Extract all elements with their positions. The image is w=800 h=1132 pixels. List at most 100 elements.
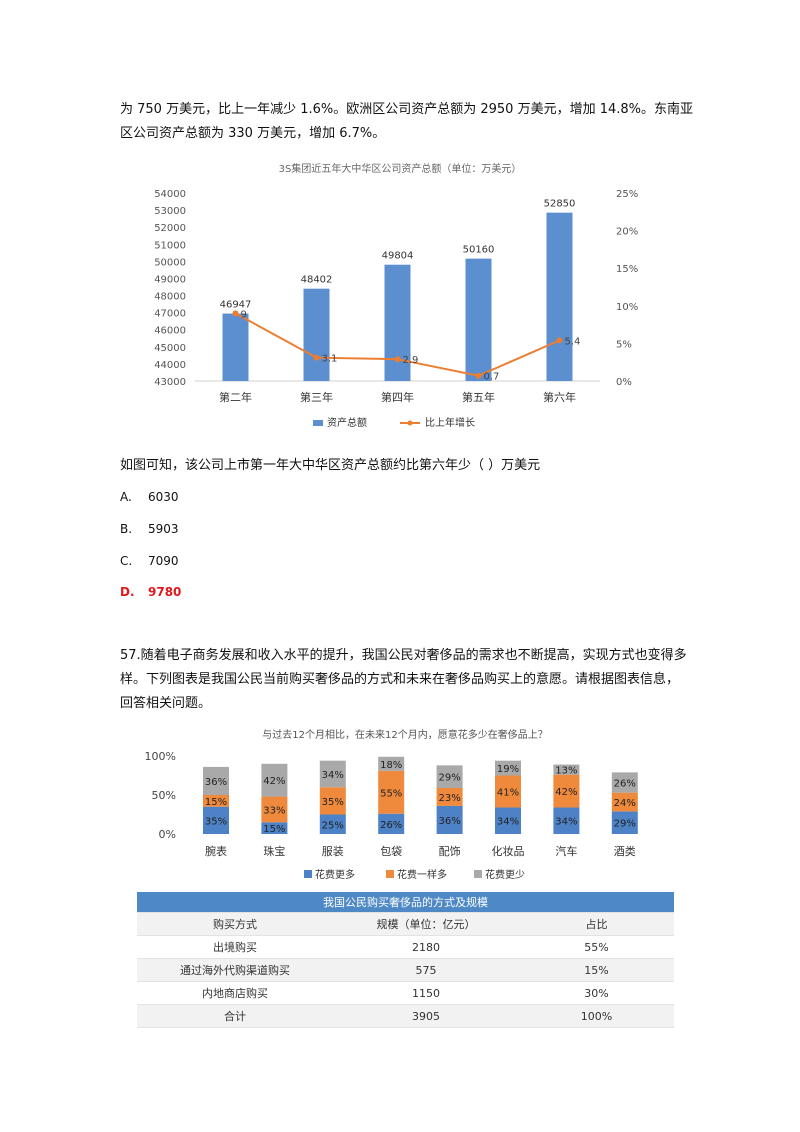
y-tick-label: 50% <box>152 789 176 802</box>
stacked-segment <box>261 822 288 834</box>
segment-value-label: 15% <box>263 824 285 835</box>
growth-point <box>232 310 239 317</box>
stacked-segment <box>611 811 638 834</box>
stacked-segment <box>378 813 405 834</box>
legend-label: 花费更少 <box>485 868 525 881</box>
stacked-segment <box>436 765 463 788</box>
option-a[interactable]: A. 6030 <box>120 490 179 504</box>
bar-asset-total <box>222 313 249 381</box>
stacked-segment <box>553 774 580 808</box>
intro-line-1: 为 750 万美元，比上一年减少 1.6%。欧洲区公司资产总额为 2950 万美… <box>120 102 694 117</box>
segment-value-label: 42% <box>555 787 577 798</box>
segment-value-label: 34% <box>322 770 344 781</box>
stacked-segment <box>203 766 229 795</box>
x-category-label: 第六年 <box>543 390 576 404</box>
segment-value-label: 15% <box>205 797 227 808</box>
bar-value-label: 46947 <box>220 300 252 311</box>
stacked-segment <box>203 795 229 807</box>
legend-swatch <box>386 870 394 878</box>
table-cell: 合计 <box>137 1004 333 1028</box>
x-category-label: 服装 <box>322 845 344 858</box>
y-left-tick-label: 46000 <box>154 326 186 337</box>
intro-paragraph: 为 750 万美元，比上一年减少 1.6%。欧洲区公司资产总额为 2950 万美… <box>120 98 700 146</box>
chart1-title: 3S集团近五年大中华区公司资产总额（单位：万美元） <box>279 162 522 175</box>
growth-value-label: 9 <box>241 309 247 320</box>
stacked-segment <box>261 796 288 823</box>
bar-asset-total <box>465 258 492 381</box>
option-value: 5903 <box>148 522 179 536</box>
option-b[interactable]: B. 5903 <box>120 522 179 536</box>
legend-swatch <box>474 870 482 878</box>
y-left-tick-label: 43000 <box>154 377 186 388</box>
legend-bar-label: 资产总额 <box>327 416 367 429</box>
x-category-label: 第三年 <box>300 390 333 404</box>
table-title: 我国公民购买奢侈品的方式及规模 <box>137 892 674 913</box>
growth-point <box>313 354 320 361</box>
segment-value-label: 19% <box>497 764 519 775</box>
x-category-label: 汽车 <box>555 844 577 858</box>
segment-value-label: 36% <box>438 816 460 827</box>
table-header: 购买方式 <box>137 912 333 936</box>
stacked-segment <box>261 763 288 797</box>
table-cell: 15% <box>519 958 674 982</box>
table-cell: 2180 <box>333 935 519 959</box>
legend-swatch <box>304 870 312 878</box>
y-tick-label: 100% <box>145 750 176 763</box>
stacked-segment <box>319 787 346 815</box>
x-category-label: 珠宝 <box>263 844 285 858</box>
segment-value-label: 29% <box>438 773 460 784</box>
table-row: 通过海外代购渠道购买 575 15% <box>137 958 674 982</box>
table-cell: 100% <box>519 1004 674 1028</box>
y-left-tick-label: 51000 <box>154 240 186 251</box>
y-left-tick-label: 52000 <box>154 223 186 234</box>
stacked-segment <box>319 814 346 834</box>
option-c[interactable]: C. 7090 <box>120 554 179 568</box>
table-cell: 3905 <box>333 1004 519 1028</box>
bar-value-label: 52850 <box>544 199 576 210</box>
growth-value-label: 5.4 <box>565 336 581 347</box>
legend-bar-swatch <box>313 420 323 426</box>
question-56: 如图可知，该公司上市第一年大中华区资产总额约比第六年少（ ）万美元 <box>120 458 541 473</box>
growth-value-label: 0.7 <box>484 372 500 383</box>
y-left-tick-label: 50000 <box>154 257 186 268</box>
stacked-segment <box>611 792 638 812</box>
y-left-tick-label: 48000 <box>154 292 186 303</box>
x-category-label: 酒类 <box>614 844 636 858</box>
y-left-tick-label: 53000 <box>154 206 186 217</box>
y-right-tick-label: 5% <box>616 339 632 350</box>
purchase-method-table: 我国公民购买奢侈品的方式及规模 购买方式 规模（单位：亿元） 占比 出境购买 2… <box>137 892 674 1028</box>
segment-value-label: 26% <box>380 820 402 831</box>
table-row: 内地商店购买 1150 30% <box>137 981 674 1005</box>
segment-value-label: 34% <box>555 817 577 828</box>
x-category-label: 腕表 <box>205 844 227 858</box>
intro-line-2: 区公司资产总额为 330 万美元，增加 6.7%。 <box>120 126 386 141</box>
stacked-segment <box>378 756 405 771</box>
stacked-segment <box>319 760 346 788</box>
x-category-label: 第五年 <box>462 390 495 404</box>
bar-value-label: 48402 <box>301 275 333 286</box>
option-d-correct[interactable]: D. 9780 <box>120 585 181 599</box>
y-left-tick-label: 45000 <box>154 343 186 354</box>
y-left-tick-label: 49000 <box>154 274 186 285</box>
stacked-segment <box>553 764 580 775</box>
segment-value-label: 25% <box>322 820 344 831</box>
growth-point <box>394 356 401 363</box>
segment-value-label: 55% <box>380 788 402 799</box>
bar-value-label: 50160 <box>463 245 495 256</box>
y-left-tick-label: 54000 <box>154 189 186 200</box>
option-value: 7090 <box>148 554 179 568</box>
segment-value-label: 26% <box>614 779 636 790</box>
stacked-segment <box>553 807 580 834</box>
y-right-tick-label: 15% <box>616 264 638 275</box>
x-category-label: 配饰 <box>439 844 461 858</box>
table-cell: 575 <box>333 958 519 982</box>
option-letter: A. <box>120 490 132 504</box>
legend-label: 花费一样多 <box>397 868 447 881</box>
table-cell: 出境购买 <box>137 935 333 959</box>
table-header: 占比 <box>519 912 674 936</box>
table-cell: 30% <box>519 981 674 1005</box>
bar-value-label: 49804 <box>382 251 414 262</box>
stacked-segment <box>436 805 463 834</box>
segment-value-label: 18% <box>380 760 402 771</box>
